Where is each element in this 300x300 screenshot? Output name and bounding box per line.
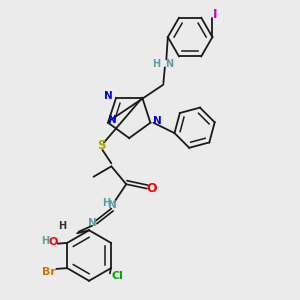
Text: H: H: [102, 199, 110, 208]
Text: N: N: [153, 116, 161, 126]
Text: O: O: [146, 182, 157, 195]
Text: H: H: [41, 236, 49, 246]
Text: I: I: [213, 8, 218, 21]
Text: O: O: [49, 237, 58, 247]
Text: Cl: Cl: [111, 271, 123, 281]
Text: N: N: [88, 218, 96, 228]
Text: N: N: [165, 59, 173, 69]
Text: N: N: [104, 91, 113, 101]
Text: H: H: [152, 59, 160, 69]
Text: Br: Br: [42, 267, 56, 277]
Text: N: N: [108, 115, 117, 125]
Text: S: S: [97, 139, 105, 152]
Text: H: H: [58, 221, 66, 231]
Text: N: N: [109, 200, 117, 210]
